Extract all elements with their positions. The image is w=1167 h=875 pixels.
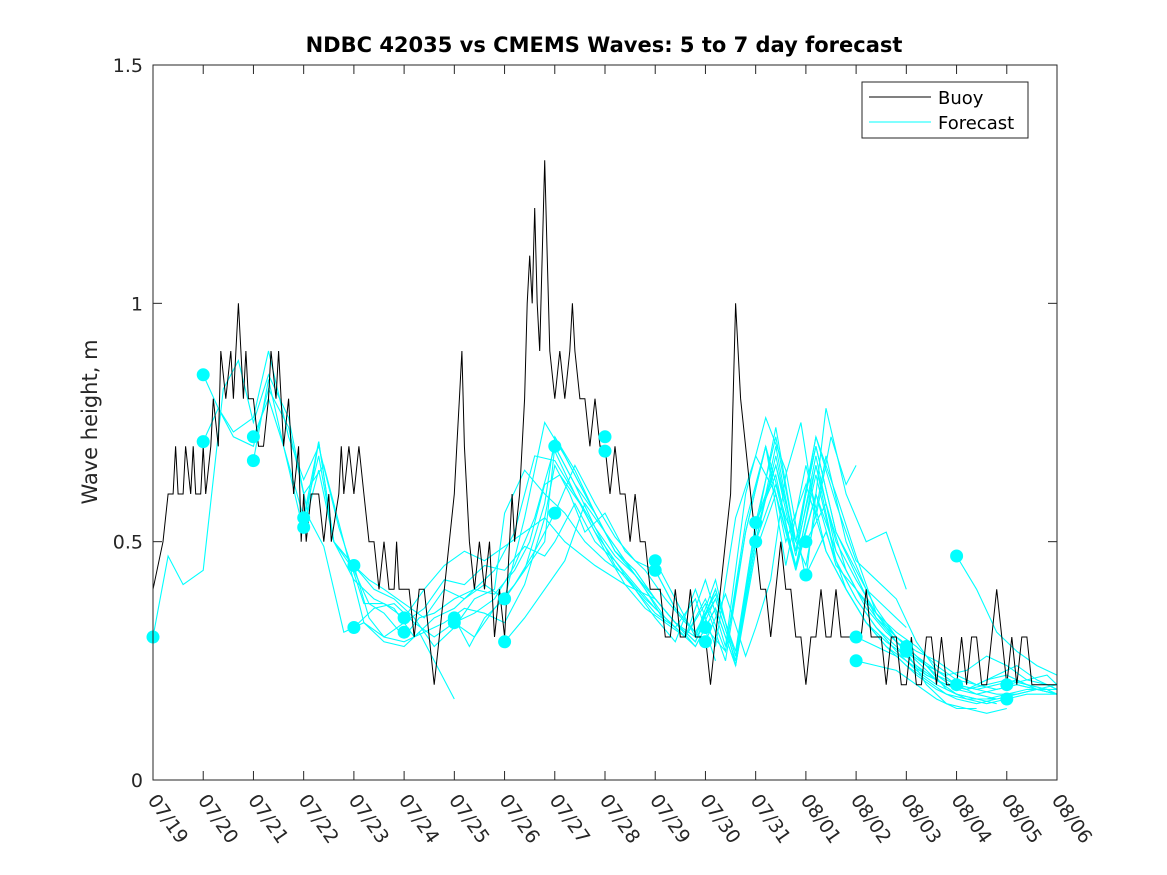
forecast-line xyxy=(755,473,1058,690)
forecast-line xyxy=(956,555,1058,676)
legend-label-forecast: Forecast xyxy=(938,113,1014,134)
x-tick-label: 08/04 xyxy=(947,790,996,847)
x-tick-label: 08/05 xyxy=(997,790,1046,847)
forecast-marker xyxy=(698,635,712,649)
x-tick-label: 07/27 xyxy=(545,790,594,847)
forecast-line xyxy=(504,444,997,705)
forecast-marker xyxy=(950,678,964,692)
forecast-line xyxy=(654,455,1057,690)
forecast-line xyxy=(554,450,1058,695)
forecast-marker xyxy=(297,511,311,525)
x-tick-label: 07/19 xyxy=(143,790,192,847)
x-tick-label: 07/23 xyxy=(344,790,393,847)
y-tick-label: 0 xyxy=(131,770,143,792)
forecast-marker xyxy=(397,625,411,639)
legend-box xyxy=(861,81,1029,139)
x-tick-label: 07/20 xyxy=(193,790,242,847)
forecast-marker xyxy=(648,554,662,568)
x-tick-label: 08/01 xyxy=(796,790,845,847)
x-tick-label: 07/31 xyxy=(746,790,795,847)
forecast-line xyxy=(805,502,1058,690)
forecast-marker xyxy=(899,644,913,658)
x-tick-label: 07/26 xyxy=(495,790,544,847)
x-tick-label: 07/28 xyxy=(595,790,644,847)
forecast-marker xyxy=(548,506,562,520)
forecast-marker xyxy=(498,592,512,606)
forecast-marker xyxy=(347,621,361,634)
x-tick-label: 07/25 xyxy=(444,790,493,847)
buoy-line xyxy=(152,160,1057,686)
legend-label-buoy: Buoy xyxy=(938,88,984,109)
plot-area xyxy=(153,65,1057,780)
x-tick-label: 08/03 xyxy=(896,790,945,847)
forecast-marker xyxy=(447,616,461,630)
x-tick-label: 07/24 xyxy=(394,790,443,847)
x-tick-label: 07/21 xyxy=(243,790,292,847)
forecast-line xyxy=(905,646,1058,700)
forecast-marker xyxy=(397,611,411,625)
series-layer xyxy=(146,160,1058,714)
forecast-line xyxy=(303,444,907,654)
forecast-line xyxy=(654,436,1058,695)
forecast-marker xyxy=(246,454,260,468)
forecast-marker xyxy=(598,430,612,444)
forecast-marker xyxy=(347,559,361,572)
forecast-line xyxy=(855,636,997,705)
y-axis-label: Wave height, m xyxy=(78,339,102,504)
forecast-marker xyxy=(950,549,964,563)
forecast-marker xyxy=(849,654,863,668)
x-tick-label: 07/29 xyxy=(645,790,694,847)
forecast-marker xyxy=(749,516,763,530)
forecast-marker xyxy=(749,535,763,549)
y-tick-label: 0.5 xyxy=(113,532,143,554)
forecast-marker xyxy=(246,430,260,444)
forecast-marker xyxy=(196,435,210,449)
forecast-marker xyxy=(548,439,562,453)
y-tick-label: 1 xyxy=(131,293,143,315)
forecast-line xyxy=(1006,693,1057,700)
x-tick-label: 07/30 xyxy=(695,790,744,847)
forecast-marker xyxy=(698,621,712,634)
x-tick-label: 08/06 xyxy=(1047,790,1096,847)
forecast-marker xyxy=(799,535,813,549)
x-tick-label: 07/22 xyxy=(294,790,343,847)
forecast-marker xyxy=(648,563,662,577)
forecast-line xyxy=(152,358,455,700)
forecast-marker xyxy=(196,368,210,382)
chart-title: NDBC 42035 vs CMEMS Waves: 5 to 7 day fo… xyxy=(306,33,903,57)
forecast-marker xyxy=(598,444,612,458)
forecast-marker xyxy=(297,520,311,534)
forecast-marker xyxy=(498,635,512,649)
forecast-marker xyxy=(799,568,813,582)
legend: Buoy Forecast xyxy=(861,81,1029,139)
y-tick-label: 1.5 xyxy=(113,55,143,77)
forecast-marker xyxy=(1000,678,1014,692)
forecast-marker xyxy=(849,630,863,644)
x-tick-label: 08/02 xyxy=(846,790,895,847)
forecast-marker xyxy=(1000,692,1014,706)
forecast-line xyxy=(905,651,1007,714)
